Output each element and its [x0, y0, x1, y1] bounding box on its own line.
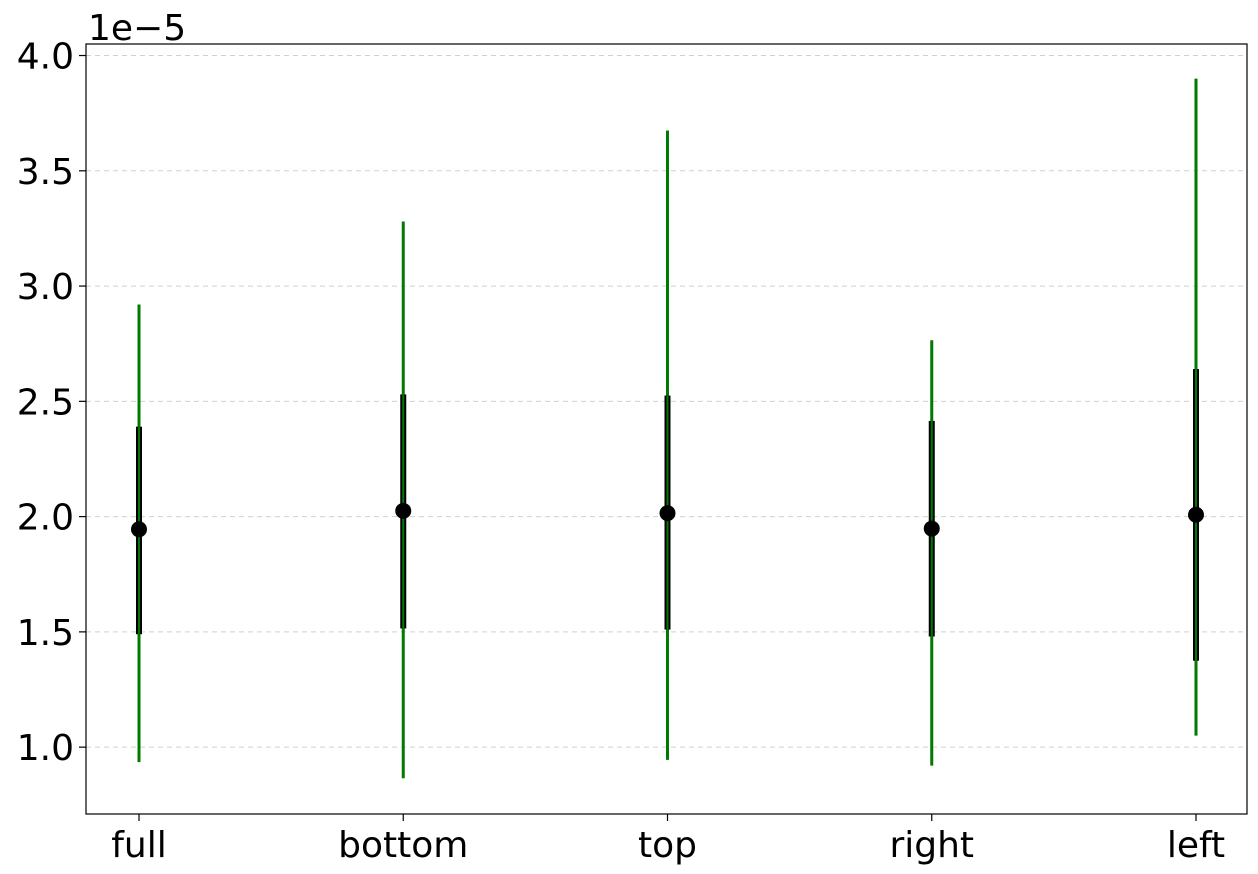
y-tick-label: 4.0 [17, 37, 74, 78]
y-tick-label: 2.5 [17, 382, 74, 423]
bars-layer [131, 78, 1204, 779]
x-tick-label-bottom: bottom [338, 825, 468, 866]
y-axis: 1.0 1.5 2.0 2.5 3.0 3.5 4.0 [17, 37, 86, 769]
y-tick-label: 3.5 [17, 152, 74, 193]
x-tick-label-left: left [1167, 825, 1225, 866]
y-tick-label: 2.0 [17, 498, 74, 539]
point-marker-bottom [395, 502, 412, 519]
point-marker-full [131, 521, 147, 538]
y-tick-label: 1.5 [17, 613, 74, 654]
point-marker-right [923, 520, 940, 537]
x-tick-label-top: top [638, 825, 697, 866]
point-marker-left [1188, 506, 1204, 523]
y-tick-label: 3.0 [17, 267, 74, 308]
y-tick-label: 1.0 [17, 728, 74, 769]
y-axis-multiplier: 1e−5 [88, 8, 186, 49]
plot-frame [85, 43, 1248, 815]
x-axis: full bottom top right left [111, 814, 1225, 866]
x-tick-label-right: right [889, 825, 974, 866]
x-tick-label-full: full [111, 825, 167, 866]
point-marker-top [659, 505, 676, 522]
